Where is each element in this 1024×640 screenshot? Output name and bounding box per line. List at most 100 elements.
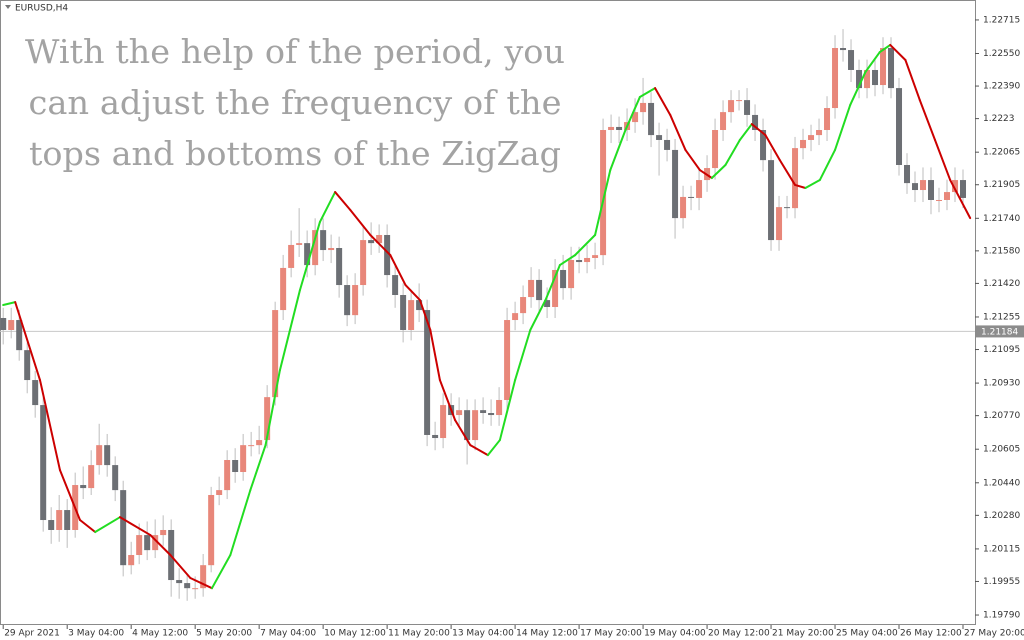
- y-tick-label: 1.21740: [983, 214, 1020, 224]
- x-tick-label: 7 May 04:00: [260, 629, 316, 639]
- zigzag-segment: [558, 254, 577, 267]
- zigzag-segment: [849, 71, 867, 106]
- zigzag-segment: [698, 169, 713, 180]
- candle-body: [960, 180, 967, 198]
- candle-body: [120, 490, 127, 566]
- candle-body: [384, 234, 391, 276]
- candle-body: [616, 126, 623, 131]
- candle-body: [784, 207, 791, 209]
- y-tick-label: 1.21095: [983, 345, 1020, 355]
- candle-body: [320, 230, 327, 251]
- candle-body: [96, 445, 103, 466]
- candle-body: [328, 248, 335, 251]
- candle-body: [256, 440, 263, 446]
- candle-body: [472, 410, 479, 441]
- zigzag-segment: [454, 419, 472, 447]
- candle-body: [728, 100, 735, 113]
- x-tick-label: 10 May 12:00: [324, 629, 386, 639]
- y-tick-label: 1.2223: [983, 114, 1015, 124]
- candle-body: [504, 320, 511, 400]
- candle-body: [296, 243, 303, 245]
- zigzag-segment: [804, 179, 821, 189]
- candle-body: [936, 199, 943, 201]
- candle-body: [544, 300, 551, 308]
- x-tick-label: 26 May 12:00: [900, 629, 962, 639]
- candle-body: [744, 100, 751, 115]
- candle-body: [752, 114, 759, 131]
- zigzag-segment: [949, 179, 972, 220]
- zigzag-segment: [249, 444, 267, 492]
- candle-body: [360, 240, 367, 286]
- candle-body: [680, 196, 687, 219]
- candle-body: [592, 255, 599, 258]
- candle-body: [600, 130, 607, 256]
- candle-body: [456, 410, 463, 416]
- x-tick-label: 27 May 20:00: [964, 629, 1024, 639]
- candle-body: [848, 50, 855, 70]
- x-tick-label: 4 May 12:00: [132, 629, 188, 639]
- candle-body: [0, 317, 7, 330]
- zigzag-segment: [724, 138, 741, 166]
- candle-body: [144, 535, 151, 551]
- zigzag-segment: [498, 379, 517, 442]
- candle-body: [248, 445, 255, 447]
- zigzag-segment: [669, 113, 687, 151]
- candle-body: [920, 180, 927, 191]
- candle-body: [464, 410, 471, 441]
- candle-body: [288, 244, 295, 268]
- zigzag-segment: [654, 87, 672, 116]
- x-tick-label: 11 May 20:00: [388, 629, 450, 639]
- candle-body: [552, 269, 559, 308]
- zigzag-segment: [878, 43, 892, 54]
- candle-body: [632, 112, 639, 123]
- candle-body: [392, 275, 399, 296]
- x-tick-label: 19 May 04:00: [644, 629, 706, 639]
- candle-body: [152, 535, 159, 551]
- y-tick-label: 1.19955: [983, 577, 1020, 587]
- zigzag-segment: [78, 519, 97, 534]
- candle-body: [368, 240, 375, 244]
- zigzag-segment: [438, 379, 457, 422]
- annotation-line: can adjust the frequency of the: [29, 83, 562, 122]
- candle-body: [80, 485, 87, 489]
- candle-body: [896, 88, 903, 165]
- zigzag-segment: [514, 328, 532, 382]
- annotation-line: tops and bottoms of the ZigZag: [29, 134, 561, 173]
- candle-body: [824, 108, 831, 131]
- zigzag-segment: [609, 129, 627, 172]
- candle-body: [536, 279, 543, 301]
- candle-body: [568, 260, 575, 289]
- candle-body: [888, 48, 895, 89]
- x-tick-label: 29 Apr 2021: [4, 629, 60, 639]
- y-tick-label: 1.19790: [983, 611, 1020, 621]
- candle-body: [272, 310, 279, 398]
- candle-body: [128, 555, 135, 566]
- zigzag-segment: [118, 516, 152, 537]
- candle-body: [584, 257, 591, 263]
- candle-body: [32, 380, 39, 406]
- candle-body: [952, 180, 959, 193]
- candle-body: [496, 399, 503, 416]
- candle-body: [376, 234, 383, 244]
- y-tick-label: 1.21420: [983, 279, 1020, 289]
- zigzag-segment: [404, 284, 421, 302]
- candle-body: [104, 445, 111, 466]
- candle-body: [424, 310, 431, 435]
- menu-arrow[interactable]: [5, 5, 11, 9]
- candle-body: [24, 350, 31, 381]
- candle-body: [344, 285, 351, 316]
- candle-body: [112, 465, 119, 491]
- y-tick-label: 1.20770: [983, 411, 1020, 421]
- candle-body: [760, 130, 767, 161]
- candle-body: [8, 320, 15, 330]
- candle-body: [400, 295, 407, 330]
- y-tick-label: 1.20605: [983, 445, 1020, 455]
- candle-body: [408, 300, 415, 330]
- candle-body: [792, 148, 799, 209]
- zigzag-segment: [369, 233, 392, 257]
- candle-body: [40, 405, 47, 521]
- candle-body: [688, 196, 695, 198]
- y-tick-label: 1.22550: [983, 49, 1020, 59]
